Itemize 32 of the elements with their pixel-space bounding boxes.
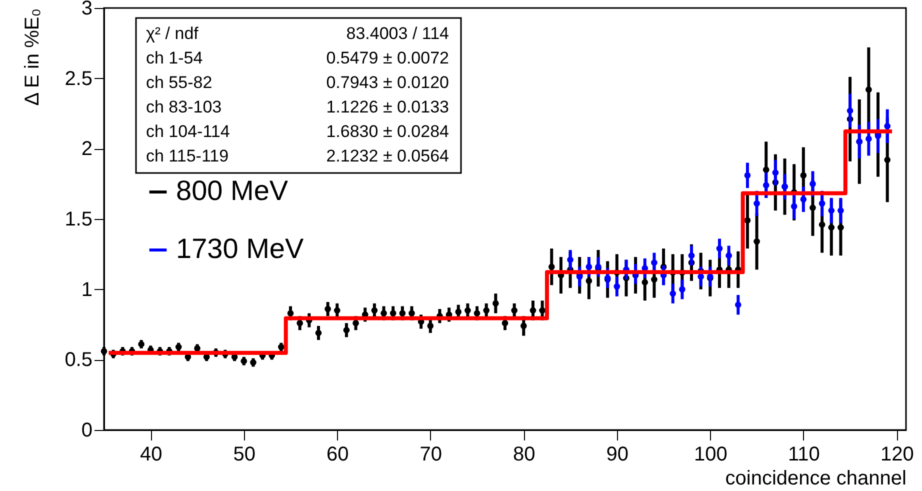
annotation: ch 104-114 xyxy=(146,122,230,141)
x-tick-label: 80 xyxy=(513,444,536,466)
x-tick-label: 40 xyxy=(140,444,162,466)
annotation: 83.4003 / 114 xyxy=(346,24,449,43)
annotation: ch 1-54 xyxy=(146,48,203,68)
annotation: 1.6830 ± 0.0284 xyxy=(326,122,449,141)
x-tick-label: 70 xyxy=(420,444,442,466)
annotation: χ² / ndf xyxy=(146,24,199,43)
y-tick-label: 0 xyxy=(81,420,92,442)
annotation: ch 83-103 xyxy=(146,98,222,116)
annotation: 1.1226 ± 0.0133 xyxy=(326,98,449,116)
annotation: ch 55-82 xyxy=(146,73,212,92)
y-tick-label: 2 xyxy=(81,138,92,160)
legend-label: 1730 MeV xyxy=(176,233,304,264)
y-tick-label: 1 xyxy=(81,278,92,301)
annotation: 2.1232 ± 0.0564 xyxy=(326,146,449,166)
x-tick-label: 100 xyxy=(694,444,728,466)
y-tick-label: 2.5 xyxy=(64,68,92,90)
annotation: ch 115-119 xyxy=(146,146,229,166)
annotation: 0.5479 ± 0.0072 xyxy=(326,48,449,68)
legend-label: 800 MeV xyxy=(176,175,288,206)
y-axis-title: Δ E in %E₀ xyxy=(22,8,44,106)
x-tick-label: 90 xyxy=(606,444,629,466)
y-tick-label: 0.5 xyxy=(64,349,92,372)
x-tick-label: 120 xyxy=(880,444,914,466)
x-tick-label: 50 xyxy=(233,444,256,466)
y-tick-label: 1.5 xyxy=(64,208,92,230)
x-tick-label: 60 xyxy=(326,444,349,466)
y-tick-label: 3 xyxy=(81,0,92,20)
x-axis-title: coincidence channel xyxy=(725,468,906,490)
annotation: 0.7943 ± 0.0120 xyxy=(326,73,449,92)
x-tick-label: 110 xyxy=(788,444,820,466)
